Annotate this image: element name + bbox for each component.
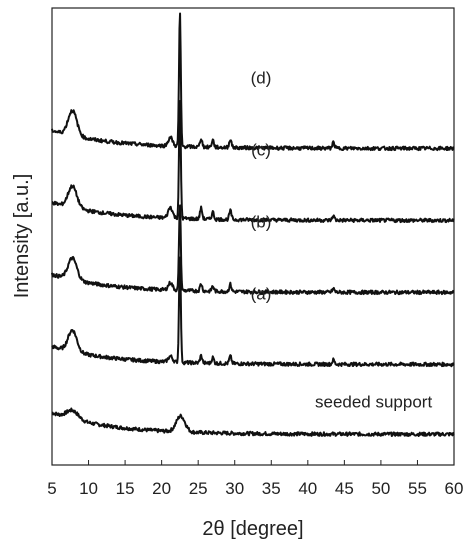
x-axis-tick-labels: 5 10 15 20 25 30 35 40 45 50 55 60	[47, 479, 463, 498]
x-tick-label: 5	[47, 479, 56, 498]
series-line	[51, 407, 455, 437]
x-tick-label: 25	[189, 479, 208, 498]
x-tick-label: 40	[298, 479, 317, 498]
plot-frame	[51, 7, 455, 466]
x-tick-label: 55	[408, 479, 427, 498]
series-traces	[51, 12, 455, 437]
x-tick-label: 35	[262, 479, 281, 498]
series-labels: seeded support (a) (b) (c) (d)	[251, 69, 433, 412]
series-label: (d)	[251, 69, 272, 88]
y-axis-title: Intensity [a.u.]	[11, 174, 33, 299]
series-label: (b)	[251, 213, 272, 232]
x-tick-label: 60	[445, 479, 464, 498]
series-line	[51, 100, 455, 224]
x-tick-label: 10	[79, 479, 98, 498]
series-line	[51, 256, 455, 368]
x-tick-label: 50	[371, 479, 390, 498]
x-tick-label: 45	[335, 479, 354, 498]
x-tick-label: 20	[152, 479, 171, 498]
series-line	[51, 12, 455, 152]
x-axis-ticks	[51, 460, 455, 465]
series-label: (c)	[251, 141, 271, 160]
series-label: seeded support	[315, 393, 432, 412]
x-axis-title: 2θ [degree]	[202, 518, 303, 540]
x-tick-label: 30	[225, 479, 244, 498]
x-tick-label: 15	[116, 479, 135, 498]
series-line	[51, 204, 455, 296]
series-label: (a)	[251, 285, 272, 304]
